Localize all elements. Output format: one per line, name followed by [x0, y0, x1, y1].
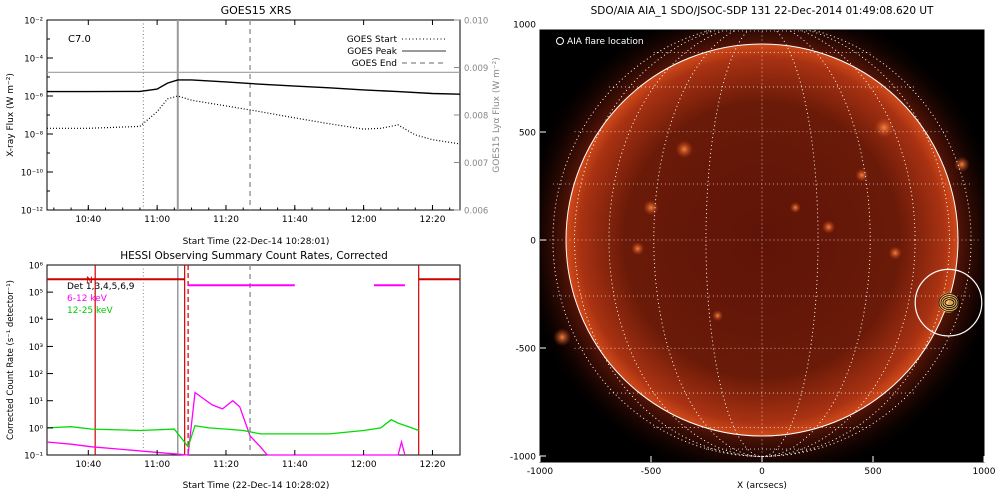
hessi-title: HESSI Observing Summary Count Rates, Cor… — [120, 250, 388, 262]
hessi-legend-det: Det 1,3,4,5,6,9 — [67, 282, 135, 292]
goes-plot-frame — [46, 19, 461, 211]
aia-active-region — [675, 140, 694, 159]
aia-xlabel: X (arcsecs) — [737, 481, 787, 491]
goes-legend-start-label: GOES Start — [347, 35, 398, 45]
aia-limb-circle — [565, 43, 959, 437]
hessi-xtick-label: 12:20 — [419, 460, 445, 470]
goes-ylabel-left: X-ray Flux (W m⁻²) — [6, 73, 16, 157]
aia-legend-label: AIA flare location — [567, 37, 644, 47]
goes-ytick-label: 10⁻⁶ — [24, 93, 43, 103]
hessi-marks — [46, 265, 460, 456]
goes-long-series — [47, 79, 461, 95]
hessi-ytick-label: 10³ — [29, 343, 43, 353]
hessi-xtick-label: 11:20 — [213, 460, 239, 470]
hessi-ytick-label: 10⁻¹ — [24, 452, 43, 462]
goes-ytick-label: 10⁻² — [24, 17, 43, 27]
goes-panel: GOES15 XRS 10:40 11:00 11:20 11:40 12:00 12:2… — [6, 4, 502, 247]
goes-y2tick-label: 0.006 — [464, 207, 488, 217]
hessi-xtick-label: 11:00 — [144, 460, 170, 470]
hessi-ytick-label: 10⁶ — [29, 262, 44, 272]
goes-xtick-label: 11:20 — [213, 215, 239, 225]
aia-ytick-label: 1000 — [513, 21, 536, 31]
hessi-series-6-12kev — [46, 391, 406, 456]
aia-flare-marker — [914, 268, 983, 337]
aia-ytick-label: 0 — [530, 237, 536, 247]
hessi-ytick-label: 10¹ — [29, 397, 43, 407]
hessi-xtick-label: 11:40 — [282, 460, 308, 470]
goes-ytick-label: 10⁻⁸ — [24, 131, 43, 141]
goes-ytick-label: 10⁻⁴ — [24, 55, 43, 65]
goes-y2tick-label: 0.008 — [464, 112, 488, 122]
goes-ytick-label: 10⁻¹² — [21, 207, 43, 217]
goes-ylabel-right: GOES15 Lyα Flux (W m⁻²) — [492, 57, 502, 173]
aia-ytick-label: 500 — [519, 129, 536, 139]
aia-flare-circle — [914, 268, 983, 337]
goes-y2tick-label: 0.009 — [464, 64, 488, 74]
aia-longitude-line — [653, 30, 871, 457]
hessi-ylabel: Corrected Count Rate (s⁻¹ detector⁻¹) — [6, 280, 16, 440]
hessi-ytick-label: 10² — [29, 370, 43, 380]
aia-longitude-line — [552, 30, 972, 457]
aia-active-region — [553, 328, 572, 347]
aia-ytick-label: -500 — [516, 345, 537, 355]
aia-xtick-label: 0 — [759, 467, 765, 477]
aia-panel: SDO/AIA AIA_1 SDO/JSOC-SDP 131 22-Dec-20… — [510, 5, 996, 491]
aia-active-region — [789, 202, 801, 214]
goes-ytick-label: 10⁻¹⁰ — [21, 169, 44, 179]
goes-legend-peak-label: GOES Peak — [347, 47, 397, 57]
hessi-flag-letter: N — [86, 276, 93, 286]
goes-short-series — [47, 95, 461, 145]
aia-active-region — [712, 310, 724, 322]
aia-xtick-label: 500 — [864, 467, 881, 477]
hessi-xtick-label: 10:40 — [75, 460, 101, 470]
goes-marks — [47, 20, 461, 210]
hessi-axes: 10:40 11:00 11:20 11:40 12:00 12:20 10⁻¹ 10⁰ 10¹… — [24, 262, 445, 471]
hessi-ytick-label: 10⁰ — [29, 424, 44, 434]
aia-active-region — [888, 246, 902, 260]
goes-y2tick-label: 0.007 — [464, 159, 488, 169]
goes-xtick-label: 11:40 — [282, 215, 308, 225]
hessi-ytick-label: 10⁵ — [29, 289, 43, 299]
goes-xlabel: Start Time (22-Dec-14 10:28:01) — [183, 237, 330, 247]
goes-xtick-label: 10:40 — [75, 215, 101, 225]
aia-flare-contour — [944, 299, 955, 307]
goes-y2tick-label: 0.010 — [464, 17, 488, 27]
goes-legend: GOES Start GOES Peak GOES End — [347, 35, 446, 69]
goes-xtick-label: 11:00 — [144, 215, 170, 225]
aia-ytick-label: -1000 — [510, 453, 536, 463]
aia-flare-contour — [938, 293, 961, 313]
aia-active-region — [643, 199, 659, 216]
aia-active-region — [855, 168, 869, 182]
hessi-xtick-label: 12:00 — [351, 460, 377, 470]
goes-xtick-label: 12:20 — [419, 215, 445, 225]
hessi-series-12-25kev — [46, 418, 419, 449]
hessi-ytick-label: 10⁴ — [29, 316, 44, 326]
aia-flare-contour — [940, 295, 959, 311]
goes-axes: 10:40 11:00 11:20 11:40 12:00 12:20 10⁻¹² 10⁻¹⁰… — [21, 17, 488, 226]
aia-active-region — [631, 241, 645, 256]
aia-legend-circle — [556, 37, 564, 45]
aia-xtick-label: 1000 — [973, 467, 996, 477]
hessi-legend: Det 1,3,4,5,6,9 6-12 keV 12-25 keV — [67, 282, 135, 316]
goes-class-label: C7.0 — [68, 34, 91, 45]
hessi-legend-low: 6-12 keV — [67, 294, 108, 304]
aia-title: SDO/AIA AIA_1 SDO/JSOC-SDP 131 22-Dec-20… — [591, 5, 934, 17]
aia-legend: AIA flare location — [556, 37, 644, 47]
aia-axes: -1000 -500 0 500 1000 -1000 -500 0 500 1000 — [510, 21, 996, 478]
aia-active-region — [954, 156, 970, 173]
aia-active-regions — [553, 117, 970, 347]
hessi-xlabel: Start Time (22-Dec-14 10:28:02) — [183, 481, 330, 491]
goes-title: GOES15 XRS — [221, 4, 292, 17]
hessi-plot-frame — [46, 264, 461, 456]
aia-flare-contour — [942, 297, 957, 309]
hessi-panel: HESSI Observing Summary Count Rates, Cor… — [6, 250, 461, 491]
aia-xtick-label: -500 — [641, 467, 662, 477]
aia-active-region — [821, 220, 836, 234]
hessi-legend-high: 12-25 keV — [67, 306, 113, 316]
aia-xtick-label: -1000 — [527, 467, 553, 477]
goes-legend-end-label: GOES End — [352, 59, 397, 69]
aia-active-region — [874, 117, 895, 138]
goes-xtick-label: 12:00 — [351, 215, 377, 225]
